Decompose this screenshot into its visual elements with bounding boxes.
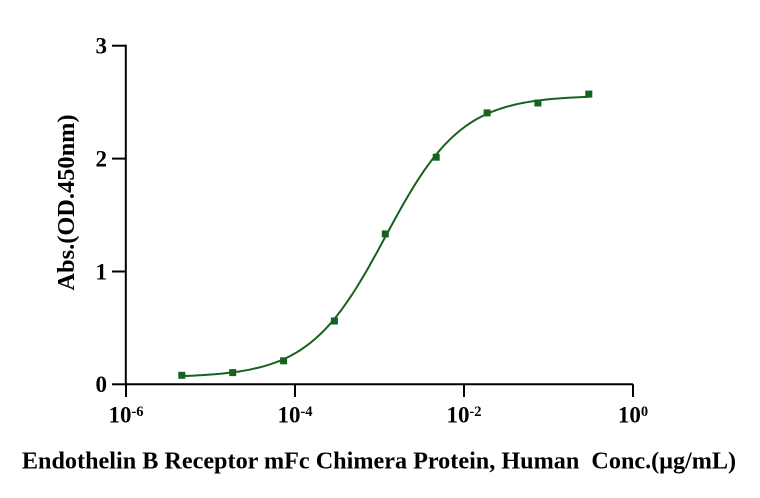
svg-text:10-2: 10-2 <box>446 403 481 428</box>
svg-text:Abs.(OD.450nm): Abs.(OD.450nm) <box>53 114 80 290</box>
svg-text:10-4: 10-4 <box>277 403 312 428</box>
svg-text:1: 1 <box>96 259 108 284</box>
svg-text:Endothelin B Receptor mFc Chim: Endothelin B Receptor mFc Chimera Protei… <box>22 448 736 475</box>
svg-text:3: 3 <box>96 34 108 59</box>
svg-text:0: 0 <box>96 372 108 397</box>
svg-text:2: 2 <box>96 147 108 172</box>
svg-text:10-6: 10-6 <box>108 403 143 428</box>
svg-text:100: 100 <box>618 403 648 428</box>
